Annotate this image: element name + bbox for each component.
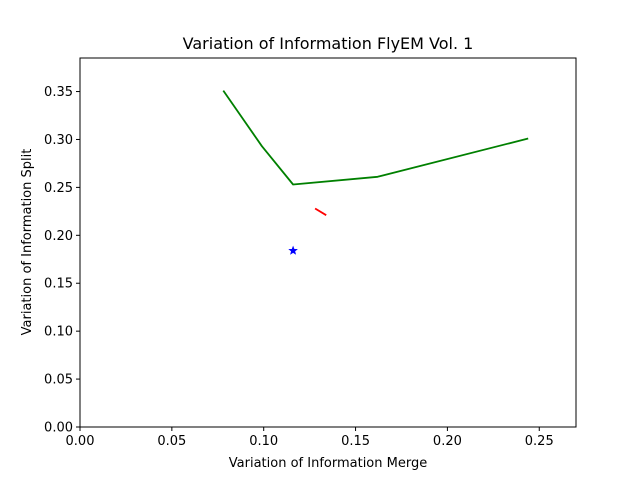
- x-tick-label: 0.10: [249, 434, 278, 449]
- y-tick-label: 0.15: [44, 277, 73, 292]
- series-line-0: [222, 90, 529, 186]
- x-tick-label: 0.20: [433, 434, 462, 449]
- y-tick-label: 0.30: [44, 133, 73, 148]
- chart-title: Variation of Information FlyEM Vol. 1: [183, 34, 474, 53]
- plot-frame: [79, 57, 577, 428]
- series-line-1: [314, 207, 327, 216]
- x-tick-label: 0.05: [157, 434, 186, 449]
- x-axis-label: Variation of Information Merge: [229, 456, 427, 471]
- y-tick-label: 0.00: [44, 421, 73, 436]
- y-axis-ticks: 0.00 0.05 0.10 0.15 0.20 0.25 0.30 0.35: [44, 85, 80, 436]
- y-tick-label: 0.10: [44, 325, 73, 340]
- y-tick-label: 0.05: [44, 373, 73, 388]
- y-tick-label: 0.20: [44, 229, 73, 244]
- x-tick-label: 0.00: [66, 434, 95, 449]
- y-axis-label: Variation of Information Split: [20, 149, 35, 336]
- y-tick-label: 0.35: [44, 85, 73, 100]
- y-tick-label: 0.25: [44, 181, 73, 196]
- plot-layer: [222, 90, 529, 255]
- x-tick-label: 0.25: [525, 434, 554, 449]
- star-marker-2-0: [288, 245, 298, 255]
- x-tick-label: 0.15: [341, 434, 370, 449]
- x-axis-ticks: 0.00 0.05 0.10 0.15 0.20 0.25: [66, 427, 554, 449]
